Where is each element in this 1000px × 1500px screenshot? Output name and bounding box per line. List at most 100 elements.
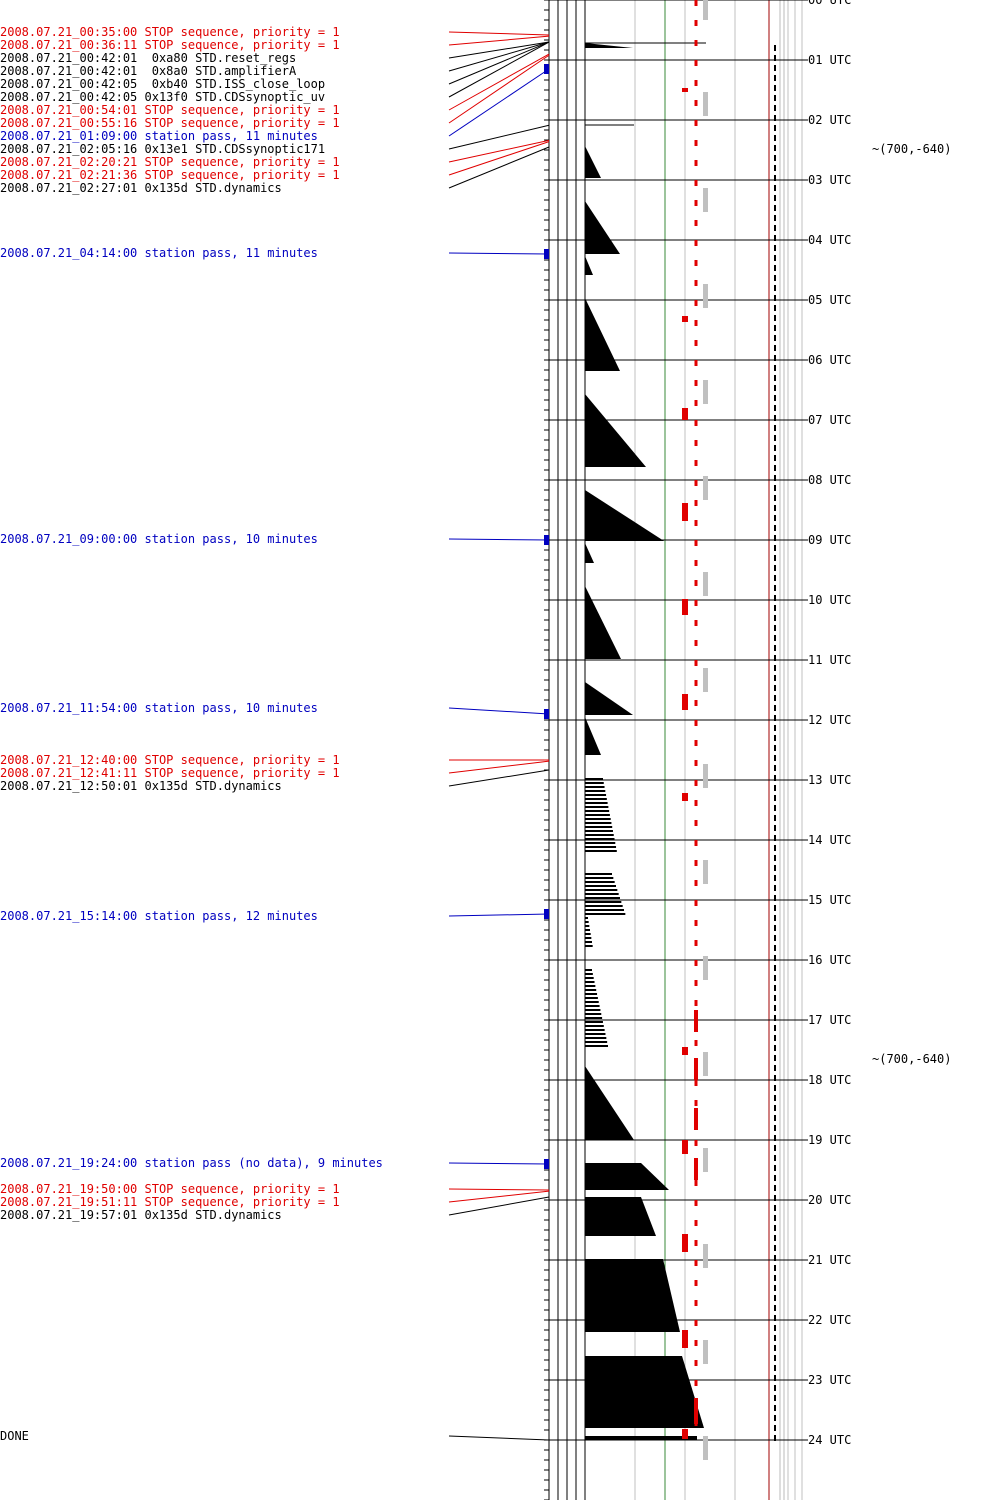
gray-marker — [703, 476, 708, 500]
gray-marker — [703, 668, 708, 692]
gray-marker — [703, 572, 708, 596]
event-entry: 2008.07.21_00:42:01 0xa80 STD.reset_regs — [0, 51, 297, 65]
red-marker — [682, 694, 688, 710]
hour-label: 17 UTC — [808, 1013, 852, 1027]
gray-marker — [703, 1052, 708, 1076]
data-volume-block — [585, 1436, 697, 1440]
leader-line — [448, 124, 550, 150]
event-entry: 2008.07.21_00:42:05 0xb40 STD.ISS_close_… — [0, 77, 326, 91]
red-marker — [694, 1158, 698, 1180]
event-entry: 2008.07.21_12:41:11 STOP sequence, prior… — [0, 766, 340, 780]
red-marker — [682, 1429, 688, 1439]
red-marker — [694, 1010, 698, 1032]
gray-marker — [703, 92, 708, 116]
coordinate-label: ~(700,-640) — [872, 142, 952, 156]
event-entry: 2008.07.21_00:35:00 STOP sequence, prior… — [0, 25, 340, 39]
event-entry: 2008.07.21_09:00:00 station pass, 10 min… — [0, 532, 318, 546]
gray-marker — [703, 1436, 708, 1460]
gray-marker — [703, 956, 708, 980]
hour-label: 01 UTC — [808, 53, 852, 67]
leader-line — [448, 41, 550, 59]
data-volume-block — [585, 490, 664, 541]
leader-line — [448, 252, 550, 255]
pass-marker — [544, 249, 549, 259]
hour-label: 21 UTC — [808, 1253, 852, 1267]
event-entry: 2008.07.21_02:05:16 0x13e1 STD.CDSsynopt… — [0, 142, 326, 156]
data-volume-block — [585, 256, 593, 275]
pass-marker — [544, 535, 549, 545]
pass-marker — [544, 64, 549, 74]
hour-label: 12 UTC — [808, 713, 852, 727]
hour-label: 18 UTC — [808, 1073, 852, 1087]
leader-line — [448, 1162, 550, 1165]
red-marker — [682, 793, 688, 801]
pass-marker — [544, 909, 549, 919]
event-entry: 2008.07.21_12:40:00 STOP sequence, prior… — [0, 753, 340, 767]
leader-line — [448, 141, 550, 176]
hour-label: 10 UTC — [808, 593, 852, 607]
red-marker — [682, 1047, 688, 1055]
red-marker — [682, 408, 688, 420]
data-volume-block — [585, 1066, 634, 1140]
leader-line — [448, 913, 550, 917]
data-volume-block — [585, 43, 633, 48]
data-volume-block — [585, 146, 601, 178]
red-marker — [682, 1140, 688, 1154]
event-entry: 2008.07.21_00:54:01 STOP sequence, prior… — [0, 103, 340, 117]
gray-marker — [703, 1244, 708, 1268]
red-marker — [682, 1330, 688, 1348]
hour-label: 02 UTC — [808, 113, 852, 127]
data-volume-block — [585, 543, 594, 563]
leader-line — [448, 41, 550, 72]
hour-label: 24 UTC — [808, 1433, 852, 1447]
event-entry: 2008.07.21_00:42:05 0x13f0 STD.CDSsynopt… — [0, 90, 326, 104]
leader-line — [448, 41, 550, 98]
gray-marker — [703, 0, 708, 20]
hour-label: 05 UTC — [808, 293, 852, 307]
leader-line — [448, 538, 550, 541]
gray-marker — [703, 188, 708, 212]
event-entry: 2008.07.21_12:50:01 0x135d STD.dynamics — [0, 779, 282, 793]
hour-label: 00 UTC — [808, 0, 852, 7]
red-marker — [682, 599, 688, 615]
hour-label: 22 UTC — [808, 1313, 852, 1327]
event-entry: 2008.07.21_02:20:21 STOP sequence, prior… — [0, 155, 340, 169]
hour-label: 19 UTC — [808, 1133, 852, 1147]
data-volume-block — [585, 201, 620, 254]
data-volume-block — [585, 394, 646, 467]
leader-line — [448, 769, 550, 787]
gray-marker — [703, 284, 708, 308]
leader-line — [448, 68, 550, 137]
leader-line — [448, 31, 550, 36]
data-volume-block — [585, 298, 620, 371]
hour-label: 23 UTC — [808, 1373, 852, 1387]
event-entry: DONE — [0, 1429, 29, 1443]
data-volume-block — [585, 717, 601, 755]
leader-line — [448, 146, 550, 189]
event-entry: 2008.07.21_15:14:00 station pass, 12 min… — [0, 909, 318, 923]
gray-marker — [703, 764, 708, 788]
red-marker — [694, 1058, 698, 1080]
event-entry: 2008.07.21_01:09:00 station pass, 11 min… — [0, 129, 318, 143]
data-volume-block — [585, 1163, 669, 1190]
leader-line — [448, 35, 550, 46]
hour-label: 16 UTC — [808, 953, 852, 967]
leader-line — [448, 54, 550, 124]
event-entry: 2008.07.21_19:50:00 STOP sequence, prior… — [0, 1182, 340, 1196]
hour-label: 15 UTC — [808, 893, 852, 907]
leader-line — [448, 53, 550, 111]
event-entry: 2008.07.21_00:36:11 STOP sequence, prior… — [0, 38, 340, 52]
leader-line — [448, 760, 550, 774]
hour-label: 03 UTC — [808, 173, 852, 187]
hour-label: 20 UTC — [808, 1193, 852, 1207]
hour-label: 09 UTC — [808, 533, 852, 547]
data-volume-block — [585, 682, 633, 715]
event-entry: 2008.07.21_19:57:01 0x135d STD.dynamics — [0, 1208, 282, 1222]
leader-line — [448, 707, 550, 715]
pass-marker — [544, 709, 549, 719]
leader-line — [448, 139, 550, 163]
gray-marker — [703, 860, 708, 884]
event-entry: 2008.07.21_02:21:36 STOP sequence, prior… — [0, 168, 340, 182]
red-marker — [694, 1398, 698, 1424]
